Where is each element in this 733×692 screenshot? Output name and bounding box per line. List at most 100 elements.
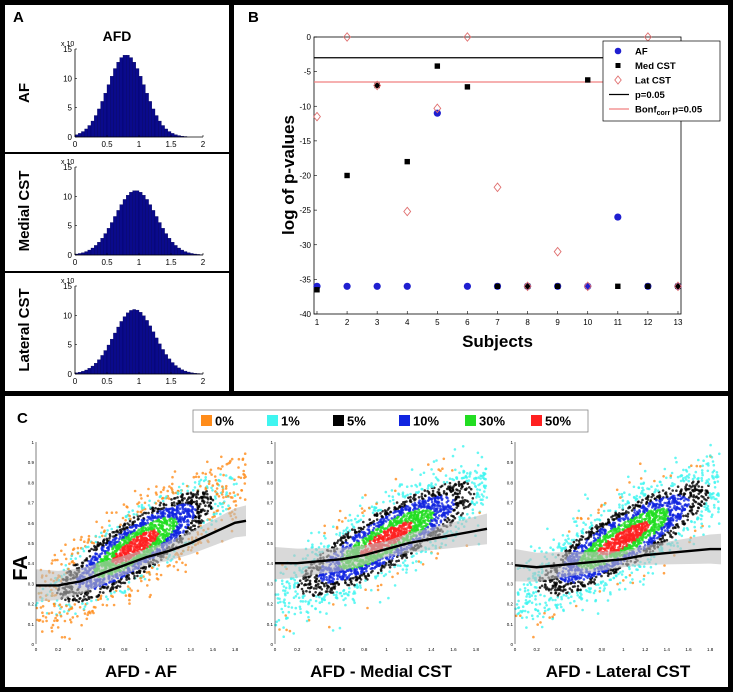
scatter-point [60, 549, 63, 553]
scatter-point [317, 582, 320, 586]
scatter-point [124, 541, 127, 544]
histogram-bar [113, 332, 117, 375]
scatter-point [164, 533, 168, 536]
scatter-point [148, 564, 152, 568]
scatter-point [136, 515, 140, 518]
histogram-bar [126, 195, 130, 256]
scatter-point [417, 490, 421, 494]
scatter-point [58, 603, 62, 606]
scatter-point [176, 491, 180, 494]
scatter-point [205, 496, 208, 499]
scatter-point [109, 589, 112, 592]
scatter-point [95, 552, 99, 556]
x-tick-label: 5 [435, 318, 440, 327]
scatter-point [476, 451, 480, 455]
scatter-point [102, 586, 106, 589]
scatter-point [368, 531, 371, 535]
histogram-bar [119, 57, 124, 138]
scatter-point [135, 513, 138, 516]
scatter-point [315, 587, 318, 590]
scatter-point [187, 497, 190, 500]
data-point [523, 281, 532, 292]
scatter-point [412, 518, 415, 521]
histogram-bar [183, 251, 188, 256]
scatter-point [216, 492, 219, 496]
scatter-point [196, 507, 200, 511]
scatter-point [155, 577, 159, 580]
scatter-point [313, 576, 317, 579]
scatter-point [134, 524, 138, 527]
scatter-point [484, 467, 488, 471]
scatter-point [71, 598, 75, 602]
scatter-point [453, 491, 457, 495]
scatter-point [200, 497, 204, 500]
scatter-point [170, 533, 173, 537]
scatter-point [478, 495, 481, 499]
scatter-point [354, 576, 357, 579]
scatter-point [121, 535, 125, 539]
scatter-point [103, 529, 106, 532]
scatter-point [73, 603, 77, 606]
histogram-bar [145, 93, 149, 138]
scatter-point [218, 479, 222, 483]
data-point [374, 82, 380, 89]
histogram-bar [97, 108, 101, 138]
scatter-point [107, 519, 111, 523]
scatter-point [169, 526, 172, 530]
scatter-point [195, 520, 198, 524]
scatter-point [189, 514, 192, 518]
y-tick-label: -30 [299, 241, 311, 250]
scatter-point [344, 538, 348, 542]
scatter-point [221, 502, 224, 505]
scatter-point [83, 559, 87, 562]
scatter-point [214, 490, 217, 493]
scatter-point [152, 539, 156, 542]
scatter-point [163, 518, 167, 522]
scatter-point [349, 535, 352, 539]
scatter-point [435, 459, 438, 462]
scatter-point [150, 522, 153, 525]
scatter-point [376, 584, 380, 588]
scatter-point [126, 528, 129, 531]
scatter-point [455, 506, 459, 509]
scatter-point [99, 594, 103, 598]
scatter-point [178, 557, 181, 561]
scatter-point [353, 590, 356, 593]
histogram-bar [161, 228, 165, 256]
scatter-point [161, 511, 165, 514]
scatter-point [235, 482, 238, 486]
scatter-point [315, 577, 319, 580]
scatter-point [216, 483, 219, 486]
scatter-point [210, 507, 213, 510]
scatter-point [192, 475, 196, 479]
scatter-point [142, 517, 145, 520]
histogram-bar [90, 120, 95, 138]
scatter-point [344, 516, 347, 520]
scatter-point [69, 557, 73, 561]
scatter-point [283, 601, 287, 605]
scatter-point [287, 601, 291, 605]
scatter-point [458, 515, 461, 519]
scatter-point [341, 574, 344, 578]
scatter-point [144, 527, 148, 530]
scatter-point [88, 555, 92, 558]
data-point [464, 84, 471, 90]
scatter-point [167, 532, 171, 536]
data-point [585, 77, 591, 83]
scatter-point [208, 471, 212, 474]
x-tick-label: 0 [73, 377, 78, 386]
scatter-point [90, 599, 93, 603]
scatter-point [336, 581, 339, 584]
scatter-point [360, 507, 364, 510]
scatter-point [430, 500, 434, 504]
scatter-point [162, 486, 166, 489]
scatter-point [376, 588, 380, 592]
legend-label: 1% [281, 414, 300, 429]
legend-marker [615, 63, 621, 68]
scatter-point [174, 531, 178, 535]
x-axis-label: Subjects [462, 332, 533, 351]
scatter-point [405, 568, 409, 571]
scatter-point [242, 469, 245, 473]
scatter-point [476, 488, 479, 491]
scatter-point [344, 597, 347, 600]
